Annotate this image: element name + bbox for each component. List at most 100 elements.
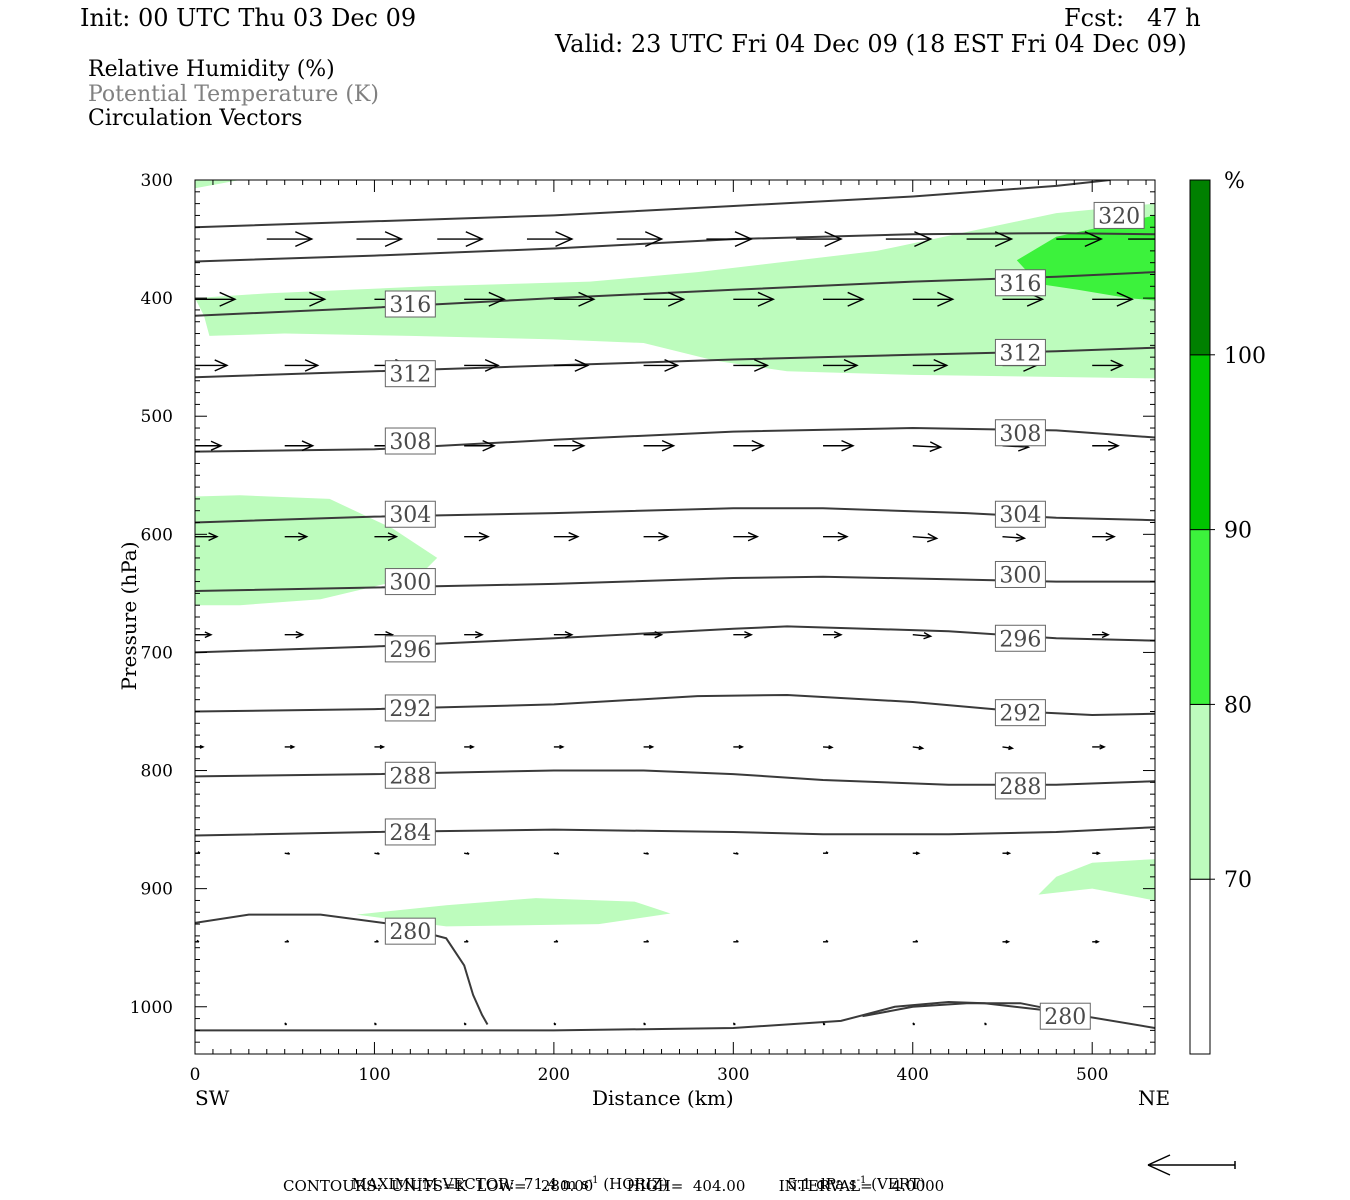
vector-head xyxy=(912,1022,916,1026)
theta-label-box xyxy=(994,269,1046,297)
vector-head xyxy=(466,852,470,855)
vector-arrow xyxy=(464,358,500,372)
vector-head xyxy=(574,358,590,372)
colorbar-label: 90 xyxy=(1224,519,1252,544)
vector-head xyxy=(287,852,291,855)
vector-head xyxy=(1101,631,1110,639)
vector-arrow xyxy=(733,630,754,639)
vector-head xyxy=(915,939,919,943)
theta-label: 288 xyxy=(999,775,1041,800)
theta-label: 304 xyxy=(999,503,1041,528)
vector-arrow xyxy=(966,231,1014,248)
axes: 300 400 500 600 700 800 900 1000 0 100 200 300 400 50… xyxy=(130,171,1155,1085)
vector-head xyxy=(374,1022,377,1026)
vector-head xyxy=(376,852,380,855)
vector-shaft xyxy=(912,535,937,540)
x-tick-label: 500 xyxy=(1076,1065,1108,1085)
vector-head xyxy=(555,939,559,943)
vector-head xyxy=(1084,231,1104,248)
x-tick-label: 100 xyxy=(358,1065,390,1085)
reference-vector-head-lower xyxy=(1147,1164,1171,1176)
vector-head xyxy=(286,939,290,943)
y-tick-label: 300 xyxy=(141,171,173,191)
vector-arrow xyxy=(437,231,484,248)
theta-contour xyxy=(195,180,1111,229)
theta-label-box xyxy=(994,500,1046,528)
theta-label: 300 xyxy=(389,571,431,596)
max-vector-value: MAXIMUM VECTOR: 71.4 m s xyxy=(351,1175,589,1193)
vector-arrow xyxy=(912,291,955,307)
vector-arrow xyxy=(553,1022,557,1026)
colorbar-label: 70 xyxy=(1224,868,1252,893)
rh-region xyxy=(1038,859,1155,901)
vector-head xyxy=(208,532,219,542)
vector-shaft xyxy=(912,634,931,637)
vector-arrow xyxy=(643,358,680,372)
vector-arrow xyxy=(284,532,309,542)
vector-arrow xyxy=(553,439,586,452)
theta-label-box xyxy=(384,917,436,945)
vector-head xyxy=(484,358,500,372)
vector-arrow xyxy=(284,291,327,307)
vector-head xyxy=(559,744,565,750)
endpoint-right: NE xyxy=(1138,1086,1171,1110)
vector-head xyxy=(825,939,829,943)
vector-head xyxy=(295,630,305,639)
vector-head xyxy=(933,358,949,372)
max-vector-horiz: (HORIZ) xyxy=(598,1175,669,1193)
vector-arrow xyxy=(1056,231,1104,248)
vector-head xyxy=(309,291,327,307)
y-tick-label: 900 xyxy=(141,880,173,900)
theta-label: 280 xyxy=(389,920,431,945)
vector-arrow xyxy=(1092,359,1124,372)
vector-head xyxy=(556,852,560,855)
colorbar-segment xyxy=(1189,703,1211,880)
vector-head xyxy=(847,291,865,307)
vector-arrow xyxy=(1002,939,1011,944)
theta-label-box xyxy=(384,694,436,722)
vector-head xyxy=(918,745,925,751)
vector-head xyxy=(654,630,664,639)
vector-arrow xyxy=(374,939,379,943)
theta-label-box xyxy=(994,699,1046,727)
vector-shaft xyxy=(912,445,941,448)
vector-arrow xyxy=(823,291,865,307)
theta-label-box xyxy=(994,624,1046,652)
vector-arrow xyxy=(823,745,834,750)
colorbar-segment xyxy=(1189,529,1211,705)
vector-arrow xyxy=(374,852,380,855)
theta-label-box xyxy=(1093,201,1145,229)
vector-arrow xyxy=(553,630,574,639)
vector-head xyxy=(465,231,484,248)
field-vectors-label: Circulation Vectors xyxy=(88,106,303,131)
vector-head xyxy=(578,291,596,307)
vector-head xyxy=(658,531,670,542)
vector-arrow xyxy=(643,531,670,542)
rh-region xyxy=(1016,215,1155,301)
vector-arrow xyxy=(1092,532,1116,542)
vector-head xyxy=(1157,232,1173,247)
rh-region xyxy=(195,203,1155,379)
vector-head xyxy=(732,1022,736,1026)
vector-arrow xyxy=(912,358,949,372)
vector-head xyxy=(210,440,223,451)
colorbar-segment xyxy=(1189,179,1211,356)
vector-arrow xyxy=(553,852,560,855)
x-tick-label: 200 xyxy=(538,1065,570,1085)
vert-vector-value: 5.1 dPa s xyxy=(787,1175,857,1193)
vector-arrow xyxy=(374,532,399,542)
vector-head xyxy=(1105,532,1116,542)
theta-label: 300 xyxy=(999,563,1041,588)
vector-head xyxy=(1006,851,1012,856)
colorbar: 70 80 90 100% xyxy=(1189,169,1266,1055)
vector-head xyxy=(841,439,855,452)
theta-contour xyxy=(195,271,1155,317)
vector-head xyxy=(474,630,484,639)
vector-arrow xyxy=(823,531,849,542)
vector-head xyxy=(204,631,213,639)
vector-head xyxy=(1008,745,1015,751)
theta-label-box xyxy=(384,635,436,663)
vector-head xyxy=(304,359,320,372)
vector-head xyxy=(648,744,655,750)
vert-vector-vert: (VERT) xyxy=(866,1175,926,1193)
